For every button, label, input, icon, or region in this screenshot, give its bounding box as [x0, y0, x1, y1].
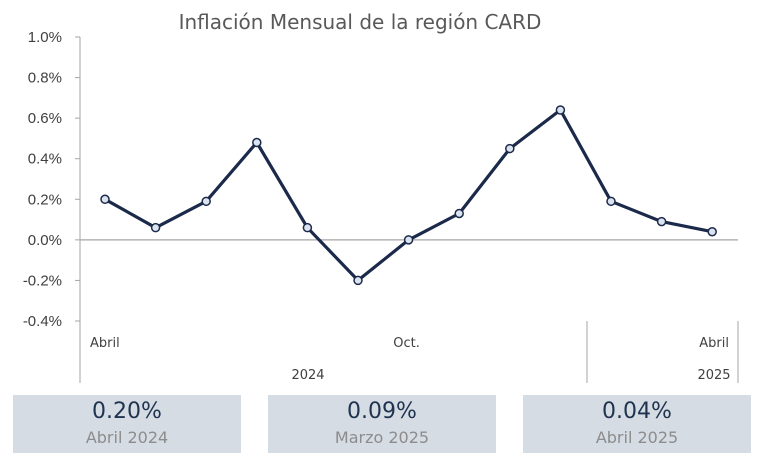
y-tick-label: 0.2% [28, 191, 62, 208]
x-month-label: Oct. [393, 336, 420, 351]
data-point [454, 208, 464, 219]
data-point [252, 137, 262, 148]
data-point [150, 222, 161, 233]
summary-value: 0.20% [92, 399, 162, 424]
x-month-label: Abril [90, 336, 120, 351]
x-year-label: 2024 [291, 368, 324, 383]
summary-label: Abril 2024 [85, 428, 169, 447]
series-line [104, 108, 713, 282]
summary-cards: 0.20% Abril 2024 0.09% Marzo 2025 0.04% … [0, 395, 768, 457]
data-point [403, 235, 414, 245]
data-point [353, 275, 363, 286]
y-tick-label: -0.2% [23, 272, 62, 289]
data-point [302, 222, 313, 233]
data-point [555, 105, 566, 115]
y-tick-label: 0.8% [28, 70, 62, 87]
y-tick-label: 0.0% [28, 232, 62, 249]
y-tick-label: 0.6% [28, 110, 62, 127]
data-point [201, 196, 211, 207]
summary-card-april-2025: 0.04% Abril 2025 [523, 395, 751, 453]
y-tick-label: 0.4% [28, 151, 62, 168]
summary-value: 0.04% [602, 399, 672, 424]
data-point [656, 216, 667, 227]
data-point [100, 194, 110, 205]
summary-value: 0.09% [347, 399, 417, 424]
line-chart: Inflación Mensual de la región CARD 1.0%… [23, 10, 739, 383]
x-month-label: Abril [699, 336, 729, 351]
x-year-label: 2025 [697, 368, 730, 383]
data-point [505, 143, 515, 154]
summary-label: Marzo 2025 [334, 428, 430, 447]
data-point [707, 226, 717, 237]
y-tick-label: -0.4% [23, 313, 62, 330]
summary-card-april-2024: 0.20% Abril 2024 [13, 395, 241, 453]
data-point [606, 196, 616, 207]
y-tick-label: 1.0% [28, 29, 62, 46]
summary-card-march-2025: 0.09% Marzo 2025 [268, 395, 496, 453]
chart-title: Inflación Mensual de la región CARD [179, 10, 542, 34]
summary-label: Abril 2025 [595, 428, 679, 447]
